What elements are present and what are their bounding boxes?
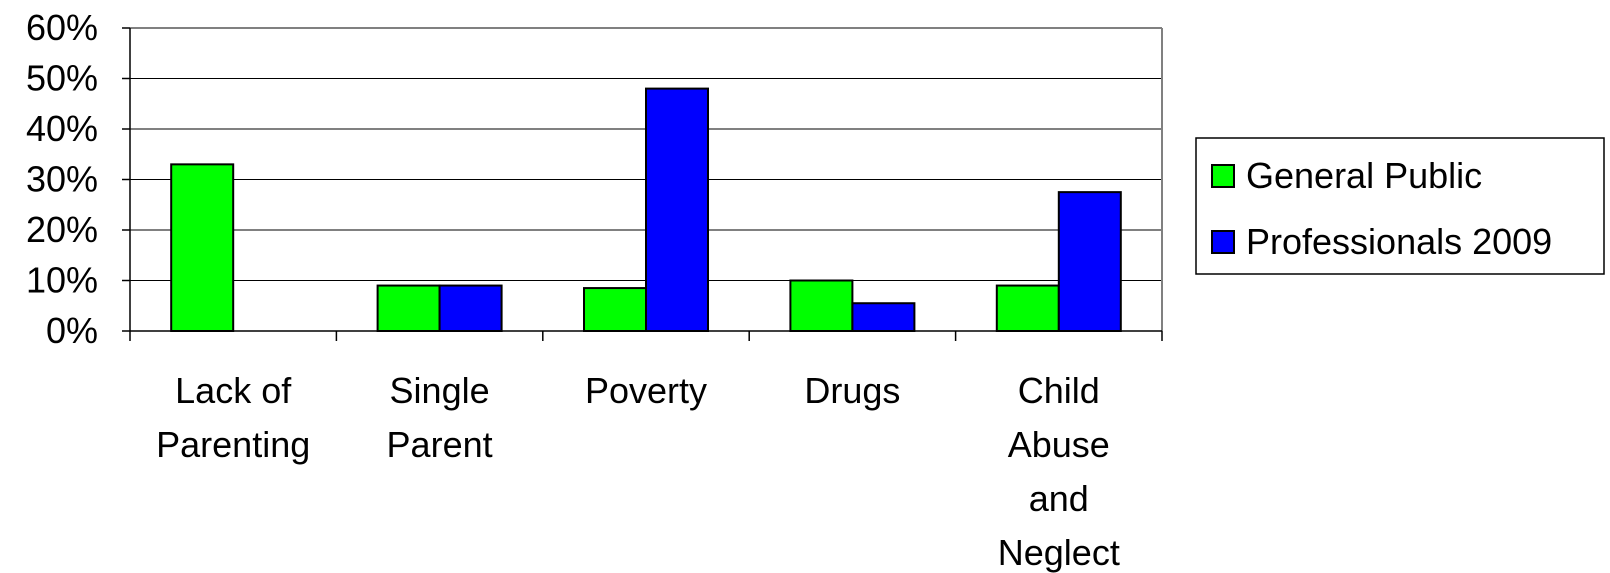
- bars: [170, 87, 1122, 333]
- x-category-label-0-line-0: Lack of: [175, 370, 292, 411]
- axes: [122, 27, 1163, 341]
- legend-swatch-1: [1211, 230, 1235, 254]
- legend-label-0: General Public: [1246, 155, 1482, 196]
- x-category-label-0-line-1: Parenting: [156, 424, 310, 465]
- bar-general-public-3: [789, 279, 854, 332]
- legend: General Public Professionals 2009: [1195, 137, 1605, 275]
- y-tick-label-2: 20%: [26, 209, 98, 250]
- x-category-label-2-line-0: Poverty: [585, 370, 707, 411]
- y-tick-label-6: 60%: [26, 7, 98, 48]
- bar-professionals-2009-4: [1057, 191, 1122, 332]
- x-category-label-4-line-2: and: [1029, 478, 1089, 519]
- x-category-label-4: Child Abuse and Neglect: [998, 370, 1120, 573]
- y-tick-labels: 0% 10% 20% 30% 40% 50% 60%: [26, 7, 98, 351]
- y-tick-label-4: 40%: [26, 108, 98, 149]
- legend-label-1: Professionals 2009: [1246, 221, 1552, 262]
- x-category-label-1: Single Parent: [387, 370, 493, 465]
- x-category-label-0: Lack of Parenting: [156, 370, 310, 465]
- x-category-label-4-line-0: Child: [1018, 370, 1100, 411]
- legend-swatch-0: [1211, 164, 1235, 188]
- x-category-label-2: Poverty: [585, 370, 707, 411]
- x-category-label-4-line-1: Abuse: [1008, 424, 1110, 465]
- bar-general-public-1: [376, 284, 441, 332]
- x-category-label-1-line-0: Single: [390, 370, 490, 411]
- bar-general-public-0: [170, 163, 235, 332]
- bar-professionals-2009-3: [851, 302, 916, 333]
- bar-professionals-2009-2: [645, 87, 709, 332]
- x-category-label-1-line-1: Parent: [387, 424, 493, 465]
- y-tick-label-1: 10%: [26, 260, 98, 301]
- bar-general-public-4: [995, 284, 1060, 332]
- x-category-label-3-line-0: Drugs: [804, 370, 900, 411]
- legend-box: [1195, 137, 1605, 275]
- bar-professionals-2009-1: [438, 284, 503, 332]
- x-category-label-4-line-3: Neglect: [998, 532, 1120, 573]
- x-category-labels: Lack of Parenting Single Parent Poverty Drugs…: [156, 370, 1120, 573]
- y-tick-label-0: 0%: [46, 310, 98, 351]
- y-tick-label-3: 30%: [26, 159, 98, 200]
- x-category-label-3: Drugs: [804, 370, 900, 411]
- bar-general-public-2: [583, 287, 647, 333]
- y-tick-label-5: 50%: [26, 58, 98, 99]
